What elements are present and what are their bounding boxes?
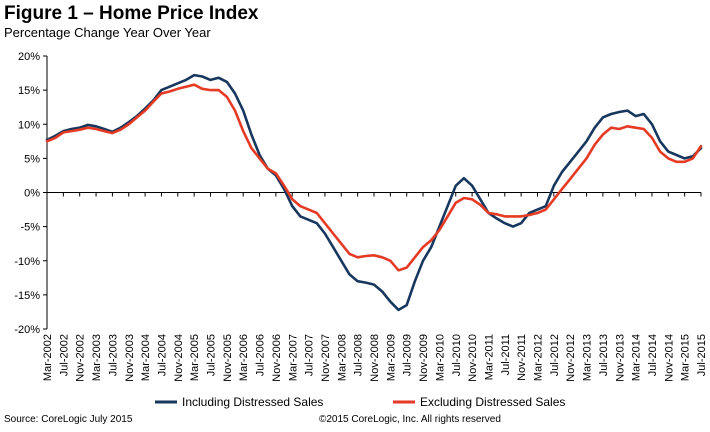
- x-tick-label: Jul-2006: [255, 334, 267, 376]
- series-line-excluding: [45, 83, 703, 272]
- x-tick-label: Jul-2005: [206, 334, 218, 376]
- chart-subtitle: Percentage Change Year Over Year: [4, 25, 211, 40]
- x-tick-label: Jul-2003: [107, 334, 119, 376]
- x-tick-label: Nov-2010: [467, 334, 479, 382]
- x-tick-label: Mar-2004: [140, 334, 152, 381]
- x-tick-label: Mar-2002: [42, 334, 54, 381]
- x-tick-label: Nov-2006: [271, 334, 283, 382]
- x-tick-label: Jul-2014: [647, 334, 659, 376]
- x-tick-label: Nov-2003: [124, 334, 136, 382]
- y-tick-label: -5%: [20, 222, 40, 234]
- y-tick-label: -15%: [14, 290, 40, 302]
- x-tick-label: Mar-2008: [336, 334, 348, 381]
- x-tick-label: Nov-2008: [369, 334, 381, 382]
- copyright-note: ©2015 CoreLogic, Inc. All rights reserve…: [319, 414, 501, 425]
- x-tick-label: Mar-2012: [533, 334, 545, 381]
- x-tick-label: Nov-2005: [222, 334, 234, 382]
- x-tick-label: Jul-2008: [353, 334, 365, 376]
- x-tick-label: Nov-2009: [418, 334, 430, 382]
- x-tick-label: Jul-2015: [696, 334, 708, 376]
- x-tick-label: Mar-2006: [238, 334, 250, 381]
- y-tick-label: 0%: [24, 188, 40, 200]
- source-note: Source: CoreLogic July 2015: [4, 414, 133, 425]
- y-tick-label: -10%: [14, 256, 40, 268]
- x-tick-label: Jul-2002: [58, 334, 70, 376]
- x-tick-label: Mar-2003: [91, 334, 103, 381]
- series-line-including: [45, 73, 703, 312]
- legend-label: Excluding Distressed Sales: [420, 395, 565, 409]
- x-tick-label: Nov-2012: [565, 334, 577, 382]
- x-tick-label: Nov-2013: [614, 334, 626, 382]
- x-tick-label: Jul-2010: [451, 334, 463, 376]
- x-tick-label: Mar-2015: [680, 334, 692, 381]
- y-tick-label: -20%: [14, 324, 40, 336]
- x-tick-label: Nov-2004: [173, 334, 185, 382]
- y-tick-label: 10%: [18, 119, 40, 131]
- x-tick-label: Jul-2013: [598, 334, 610, 376]
- x-tick-label: Nov-2014: [663, 334, 675, 382]
- chart-title: Figure 1 – Home Price Index: [4, 3, 259, 24]
- x-tick-label: Mar-2007: [287, 334, 299, 381]
- x-tick-label: Nov-2007: [320, 334, 332, 382]
- x-tick-label: Nov-2011: [516, 334, 528, 381]
- x-tick-label: Nov-2002: [75, 334, 87, 382]
- legend-label: Including Distressed Sales: [182, 395, 323, 409]
- x-tick-label: Jul-2004: [156, 334, 168, 376]
- x-tick-label: Jul-2012: [549, 334, 561, 376]
- x-tick-label: Mar-2009: [385, 334, 397, 381]
- x-tick-label: Mar-2013: [582, 334, 594, 381]
- y-tick-label: 15%: [18, 85, 40, 97]
- y-tick-label: 20%: [18, 51, 40, 63]
- x-tick-label: Mar-2014: [631, 334, 643, 381]
- x-tick-label: Mar-2011: [483, 334, 495, 380]
- x-tick-label: Jul-2011: [500, 334, 512, 375]
- x-tick-label: Mar-2005: [189, 334, 201, 381]
- x-tick-label: Jul-2009: [402, 334, 414, 376]
- x-tick-label: Mar-2010: [434, 334, 446, 381]
- x-tick-label: Jul-2007: [304, 334, 316, 376]
- y-tick-label: 5%: [24, 153, 40, 165]
